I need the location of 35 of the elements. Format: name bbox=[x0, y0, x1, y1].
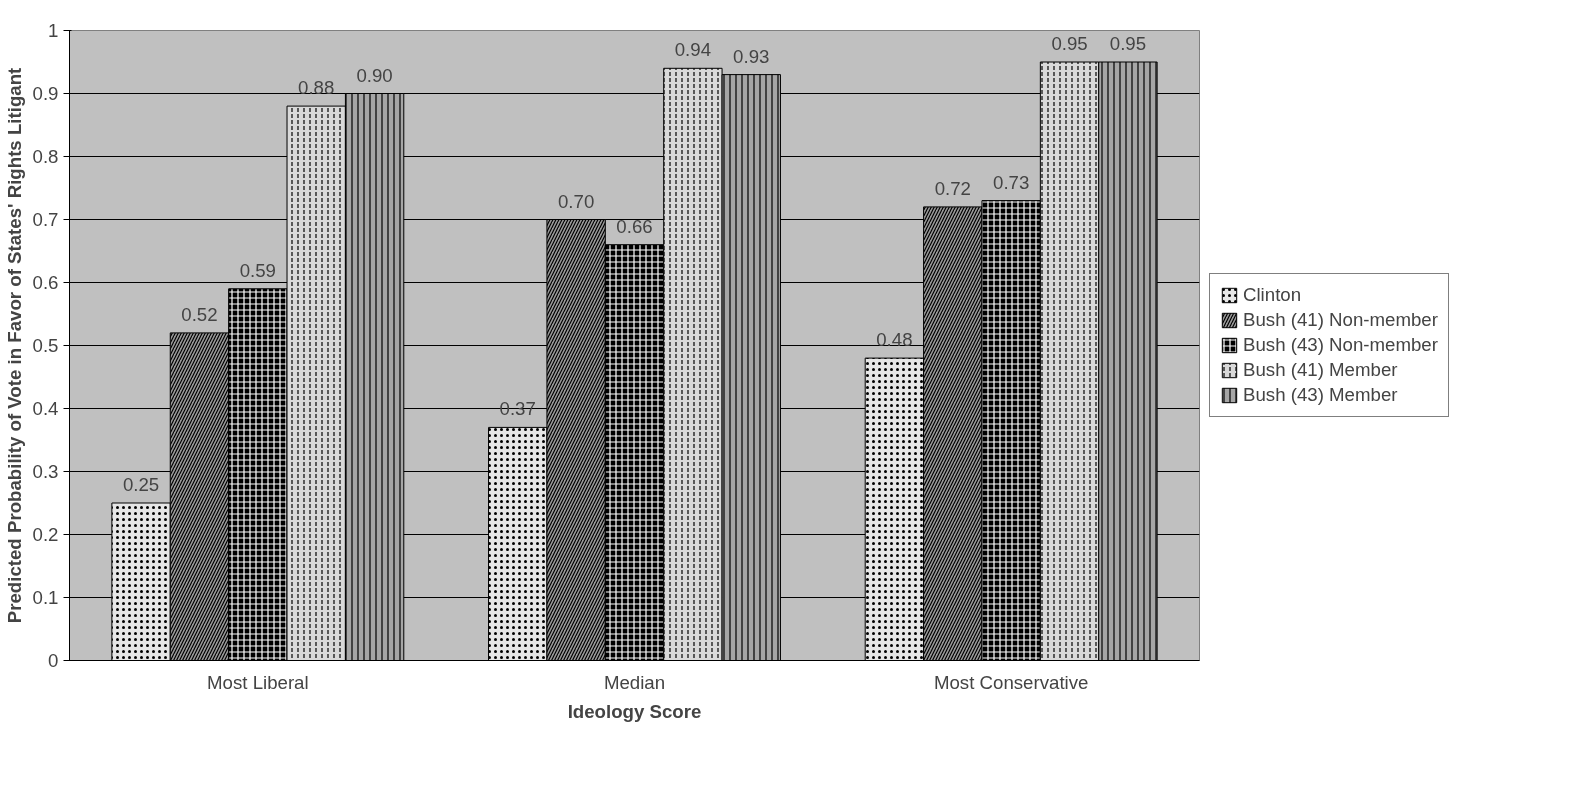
y-tick-label: 0.9 bbox=[32, 83, 59, 104]
y-tick-label: 0.8 bbox=[32, 146, 59, 167]
x-axis-title: Ideology Score bbox=[567, 700, 702, 722]
legend-label: Bush (43) Non-member bbox=[1243, 334, 1438, 356]
legend-label: Bush (41) Non-member bbox=[1243, 309, 1438, 331]
legend-label: Bush (43) Member bbox=[1243, 384, 1398, 406]
data-label: 0.94 bbox=[674, 39, 712, 61]
y-tick-label: 0.5 bbox=[32, 335, 59, 356]
y-tick-label: 1 bbox=[48, 20, 59, 41]
data-label: 0.48 bbox=[876, 329, 913, 351]
y-tick-label: 0 bbox=[48, 650, 59, 671]
x-tick-label: Most Liberal bbox=[207, 671, 309, 693]
legend-label: Clinton bbox=[1243, 284, 1302, 306]
data-label: 0.52 bbox=[181, 303, 218, 325]
data-label: 0.25 bbox=[122, 474, 160, 495]
y-tick-label: 0.7 bbox=[32, 209, 59, 230]
data-label: 0.59 bbox=[239, 259, 276, 281]
data-label: 0.88 bbox=[298, 77, 335, 99]
data-label: 0.73 bbox=[993, 171, 1030, 193]
data-label: 0.70 bbox=[557, 190, 595, 212]
data-label: 0.66 bbox=[616, 215, 653, 237]
y-tick-label: 0.3 bbox=[32, 461, 59, 482]
y-tick-label: 0.1 bbox=[32, 587, 59, 608]
data-label: 0.95 bbox=[1109, 33, 1147, 54]
x-tick-label: Most Conservative bbox=[933, 671, 1089, 693]
data-label: 0.93 bbox=[733, 45, 770, 67]
y-axis-title: Predicted Probability of Vote in Favor of States' Rights Litigant bbox=[3, 67, 25, 624]
y-tick-label: 0.2 bbox=[32, 524, 59, 545]
x-tick-label: Median bbox=[603, 671, 666, 693]
data-label: 0.95 bbox=[1051, 33, 1088, 54]
y-tick-label: 0.4 bbox=[32, 398, 59, 419]
data-label: 0.90 bbox=[356, 64, 393, 86]
data-label: 0.72 bbox=[934, 177, 971, 199]
legend-label: Bush (41) Member bbox=[1243, 359, 1398, 381]
y-tick-label: 0.6 bbox=[32, 272, 59, 293]
